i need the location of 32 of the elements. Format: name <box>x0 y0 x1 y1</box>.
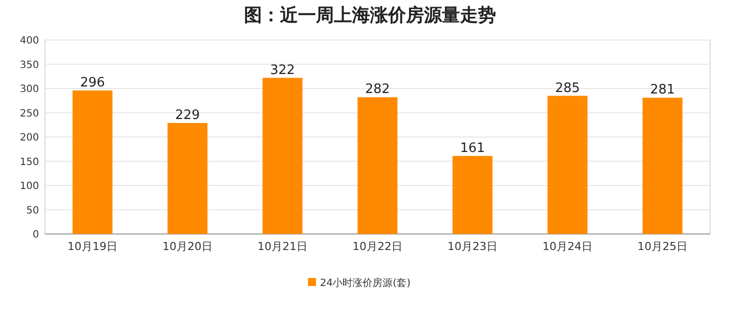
y-tick-label: 200 <box>20 132 39 144</box>
data-label: 161 <box>460 140 485 156</box>
data-label: 322 <box>270 62 295 78</box>
x-tick-label: 10月24日 <box>542 240 592 253</box>
chart-title: 图：近一周上海涨价房源量走势 <box>244 5 496 26</box>
y-tick-label: 100 <box>20 181 39 192</box>
y-tick-label: 250 <box>20 108 39 120</box>
y-tick-label: 400 <box>20 36 39 46</box>
bar <box>358 97 398 234</box>
y-tick-label: 350 <box>20 60 39 71</box>
x-tick-label: 10月19日 <box>68 240 118 253</box>
bar <box>168 122 208 234</box>
data-label: 285 <box>555 80 580 96</box>
data-label: 229 <box>175 108 200 123</box>
x-tick-label: 10月25日 <box>638 240 688 253</box>
bar <box>262 78 302 234</box>
bar <box>642 98 682 234</box>
x-tick-label: 10月20日 <box>162 240 212 253</box>
y-tick-label: 0 <box>32 230 39 240</box>
data-label: 296 <box>80 75 105 90</box>
bar <box>548 96 588 234</box>
bar <box>452 156 492 234</box>
x-tick-label: 10月21日 <box>258 240 308 253</box>
x-tick-label: 10月23日 <box>448 240 498 253</box>
legend-label: 24小时涨价房源(套) <box>320 277 411 289</box>
data-label: 281 <box>650 82 675 98</box>
bar <box>72 90 112 234</box>
data-label: 282 <box>365 82 390 98</box>
y-tick-label: 300 <box>20 84 39 95</box>
y-tick-label: 150 <box>20 156 39 168</box>
x-tick-label: 10月22日 <box>352 240 402 253</box>
y-tick-label: 50 <box>26 205 39 216</box>
